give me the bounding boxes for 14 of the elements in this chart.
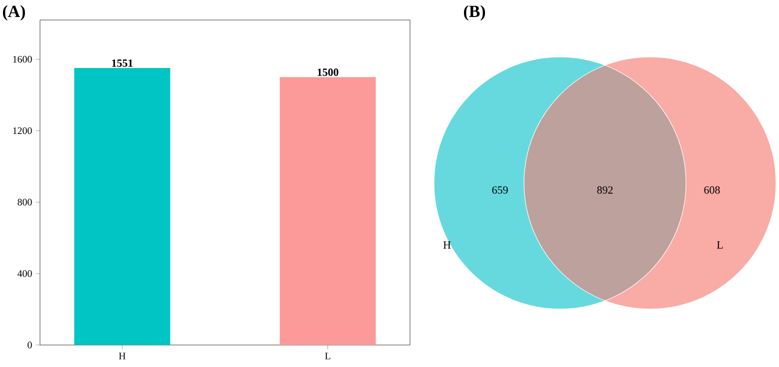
chart-title: (A) xyxy=(2,5,25,21)
y-tick-label: 1200 xyxy=(13,127,32,134)
category-label: H xyxy=(443,241,451,249)
y-tick-label: 800 xyxy=(18,198,32,206)
data-label: 1500 xyxy=(318,68,338,76)
data-label: 608 xyxy=(704,186,720,194)
data-label: 892 xyxy=(597,186,613,194)
y-tick-label: 0 xyxy=(28,342,32,348)
text: (B) xyxy=(464,5,486,21)
category-label: L xyxy=(716,241,723,249)
y-tick-label: 1600 xyxy=(13,56,32,63)
y-tick-label: 400 xyxy=(17,270,32,277)
data-label: 1551 xyxy=(112,59,133,67)
data-label: 659 xyxy=(492,186,508,194)
